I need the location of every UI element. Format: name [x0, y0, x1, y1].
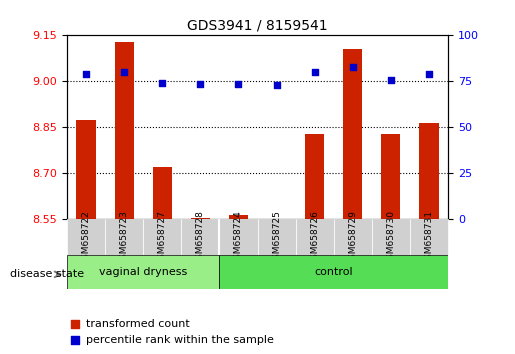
Text: GSM658723: GSM658723: [119, 210, 129, 265]
FancyBboxPatch shape: [296, 219, 334, 255]
Text: transformed count: transformed count: [86, 319, 190, 329]
FancyBboxPatch shape: [181, 219, 219, 255]
FancyBboxPatch shape: [334, 219, 372, 255]
Point: [425, 71, 433, 77]
Title: GDS3941 / 8159541: GDS3941 / 8159541: [187, 19, 328, 33]
Text: disease state: disease state: [10, 269, 84, 279]
Text: control: control: [314, 267, 353, 277]
FancyBboxPatch shape: [410, 219, 448, 255]
FancyBboxPatch shape: [67, 255, 219, 289]
Point: [272, 82, 281, 88]
Text: GSM658727: GSM658727: [158, 210, 167, 265]
Point: [349, 64, 357, 69]
FancyBboxPatch shape: [67, 219, 105, 255]
Point: [196, 81, 204, 87]
Bar: [153, 167, 172, 219]
FancyBboxPatch shape: [219, 219, 258, 255]
FancyBboxPatch shape: [258, 219, 296, 255]
Bar: [305, 133, 324, 219]
Point: [311, 69, 319, 75]
Point: [82, 71, 90, 77]
Bar: [76, 120, 96, 219]
Text: GSM658726: GSM658726: [310, 210, 319, 265]
Text: vaginal dryness: vaginal dryness: [99, 267, 187, 277]
Bar: [267, 218, 286, 219]
FancyBboxPatch shape: [219, 255, 448, 289]
Text: GSM658731: GSM658731: [424, 210, 434, 265]
Bar: [114, 41, 134, 219]
Text: percentile rank within the sample: percentile rank within the sample: [86, 335, 274, 345]
Bar: [344, 49, 363, 219]
Text: GSM658730: GSM658730: [386, 210, 396, 265]
FancyBboxPatch shape: [143, 219, 181, 255]
FancyBboxPatch shape: [372, 219, 410, 255]
Text: GSM658724: GSM658724: [234, 210, 243, 264]
Text: GSM658722: GSM658722: [81, 210, 91, 264]
Text: GSM658728: GSM658728: [196, 210, 205, 265]
Bar: [419, 123, 439, 219]
Point: [71, 321, 79, 327]
Point: [387, 77, 395, 82]
Point: [120, 69, 128, 75]
Bar: [191, 218, 210, 219]
Text: GSM658729: GSM658729: [348, 210, 357, 265]
Bar: [382, 133, 401, 219]
Point: [234, 81, 243, 87]
FancyBboxPatch shape: [105, 219, 143, 255]
Bar: [229, 215, 248, 219]
Point: [158, 80, 166, 86]
Text: GSM658725: GSM658725: [272, 210, 281, 265]
Point: [71, 337, 79, 343]
